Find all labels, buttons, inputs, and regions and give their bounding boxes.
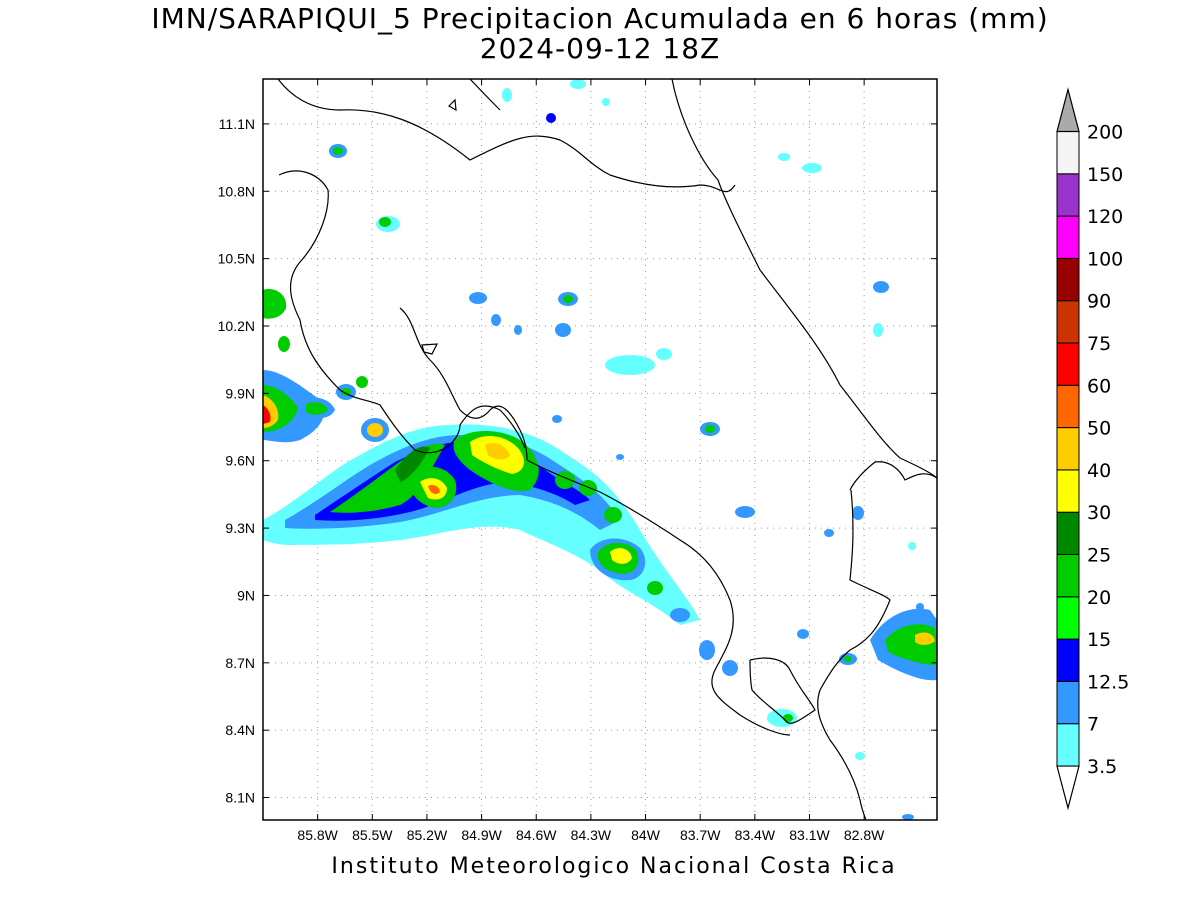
- colorbar-label: 7: [1087, 714, 1099, 736]
- colorbar-label: 150: [1087, 164, 1123, 186]
- y-tick-label: 10.5N: [218, 251, 255, 267]
- colorbar-label: 100: [1087, 248, 1123, 270]
- colorbar-label: 12.5: [1087, 671, 1129, 693]
- precipitation-field: [263, 79, 937, 820]
- rain-cell-central-orange: [485, 443, 510, 460]
- colorbar-segment: [1056, 596, 1080, 640]
- colorbar-segment: [1056, 469, 1080, 513]
- colorbar-segment: [1056, 638, 1080, 682]
- y-tick-label: 11.1N: [219, 116, 255, 132]
- rain-cell-south-yellow: [610, 548, 632, 564]
- osa-peninsula: [749, 657, 816, 724]
- colorbar-segment: [1056, 131, 1080, 175]
- colorbar-segment: [1056, 427, 1080, 471]
- colorbar-segment: [1056, 257, 1080, 302]
- coastline: [277, 79, 937, 820]
- x-tick-label: 85.2W: [407, 827, 448, 843]
- colorbar-over-arrow: [1056, 87, 1080, 133]
- x-tick-label: 83.4W: [735, 827, 776, 843]
- x-tick-label: 84.3W: [571, 827, 612, 843]
- lake-nicaragua-edge: [469, 79, 501, 111]
- colorbar-segment: [1056, 300, 1080, 344]
- colorbar-label: 120: [1087, 206, 1123, 228]
- y-tick-label: 10.8N: [218, 183, 255, 199]
- colorbar-label: 20: [1087, 587, 1111, 609]
- map-title: IMN/SARAPIQUI_5 Precipitacion Acumulada …: [151, 2, 1049, 35]
- y-tick-label: 8.4N: [225, 722, 255, 738]
- rain-cell-west-orange: [428, 484, 440, 494]
- map-subtitle: 2024-09-12 18Z: [479, 32, 721, 65]
- colorbar-segment: [1056, 680, 1080, 725]
- colorbar-segment: [1056, 723, 1080, 767]
- y-tick-label: 9N: [237, 587, 255, 603]
- rain-cell-east-yellow: [915, 632, 935, 645]
- colorbar-label: 25: [1087, 545, 1111, 567]
- x-tick-label: 83.7W: [680, 827, 721, 843]
- small-island: [448, 98, 457, 112]
- x-tick-label: 85.5W: [352, 827, 393, 843]
- nicaragua-costa-rica-border: [277, 79, 736, 193]
- colorbar-label: 50: [1087, 418, 1111, 440]
- y-tick-label: 8.7N: [225, 655, 255, 671]
- x-tick-label: 82.8W: [844, 827, 885, 843]
- pacific-coast-north: [278, 170, 526, 454]
- lake-arenal: [421, 343, 439, 355]
- rain-cell-north-coast: [263, 289, 287, 319]
- x-tick-label: 85.8W: [297, 827, 338, 843]
- y-tick-label: 8.1N: [225, 790, 255, 806]
- colorbar-label: 3.5: [1087, 756, 1117, 778]
- rain-cell-northwest-green: [306, 402, 328, 415]
- colorbar-under-arrow: [1056, 765, 1080, 811]
- rain-cell-darkgreen: [395, 446, 430, 482]
- caribbean-coast: [671, 79, 937, 479]
- colorbar: 3.5 7 12.5 15 20 25 30 40 50 60 75 90 100 120 150 200: [1056, 87, 1129, 811]
- colorbar-label: 60: [1087, 375, 1111, 397]
- colorbar-label: 90: [1087, 291, 1111, 313]
- colorbar-segment: [1056, 511, 1080, 556]
- rain-cell-coast-west-red: [263, 405, 271, 424]
- x-tick-label: 84.6W: [516, 827, 557, 843]
- colorbar-segment: [1056, 173, 1080, 217]
- colorbar-segment: [1056, 342, 1080, 386]
- y-tick-label: 9.6N: [225, 453, 255, 469]
- pacific-coast-south: [526, 459, 791, 736]
- colorbar-segment: [1056, 554, 1080, 598]
- y-tick-label: 9.3N: [225, 520, 255, 536]
- colorbar-label: 75: [1087, 333, 1111, 355]
- colorbar-label: 30: [1087, 502, 1111, 524]
- panama-border: [817, 461, 937, 820]
- colorbar-segment: [1056, 384, 1080, 429]
- x-tick-label: 84.9W: [461, 827, 502, 843]
- colorbar-label: 40: [1087, 460, 1111, 482]
- x-tick-label: 84W: [631, 827, 661, 843]
- axes: 85.8W 85.5W 85.2W 84.9W 84.6W 84.3W 84W 83.7W 83…: [218, 79, 937, 843]
- scattered-cells: [278, 79, 924, 820]
- colorbar-segment: [1056, 215, 1080, 259]
- y-tick-label: 10.2N: [218, 318, 255, 334]
- plot-frame: [262, 78, 938, 821]
- colorbar-label: 200: [1087, 122, 1123, 144]
- footer-credit: Instituto Meteorologico Nacional Costa R…: [331, 854, 897, 879]
- grid-lines: [263, 79, 937, 820]
- colorbar-label: 15: [1087, 629, 1111, 651]
- x-tick-label: 83.1W: [789, 827, 830, 843]
- y-tick-label: 9.9N: [225, 385, 255, 401]
